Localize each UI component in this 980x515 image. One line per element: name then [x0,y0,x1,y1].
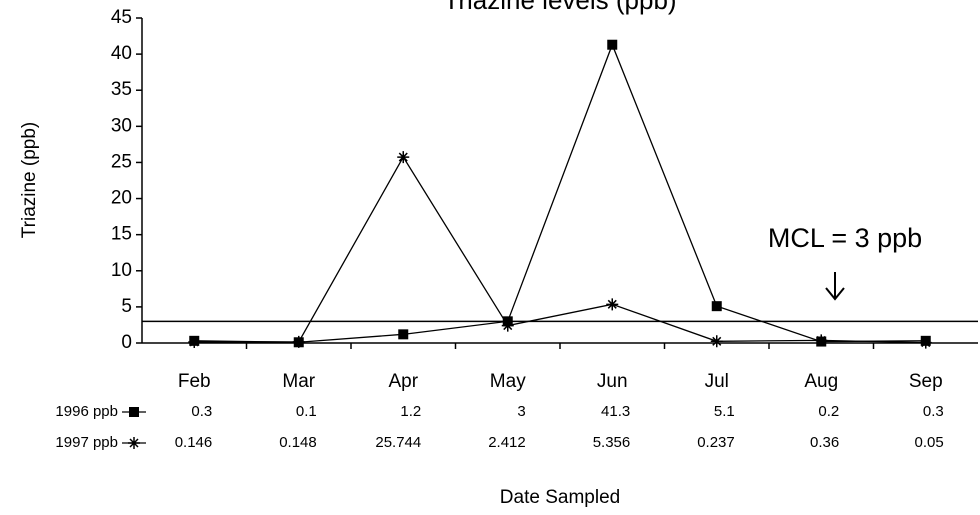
y-tick-label: 40 [111,43,132,64]
marker-star-shape [815,334,828,347]
y-tick-label: 30 [111,115,132,136]
marker-star-shape [919,336,932,349]
marker-star [292,335,305,348]
marker-star-shape [710,335,723,348]
marker-star [501,319,514,332]
y-tick-label: 25 [111,151,132,172]
x-axis-label: Date Sampled [500,487,620,508]
table-value: 0.237 [697,434,735,451]
reference-label: MCL = 3 ppb [768,223,922,253]
x-tick-label: Aug [804,371,838,392]
x-tick-label: Jul [705,371,729,392]
table-value: 41.3 [601,403,630,420]
y-tick-label: 35 [111,79,132,100]
reference-arrow [825,272,845,301]
marker-star [188,335,201,348]
table-value: 0.148 [279,434,317,451]
y-tick-label: 45 [111,7,132,28]
marker-star [397,151,410,164]
table-value: 5.1 [714,403,735,420]
y-tick-label: 15 [111,224,132,245]
y-tick-label: 10 [111,260,132,281]
marker-star [815,334,828,347]
marker-star [919,336,932,349]
series-line [194,155,926,344]
y-tick-label: 20 [111,188,132,209]
marker-star [606,298,619,311]
x-tick-label: Mar [282,371,315,392]
x-tick-label: May [490,371,526,392]
marker-square [398,329,409,340]
x-tick-label: Apr [388,371,418,392]
marker-star-shape [128,437,140,449]
table-value: 0.36 [810,434,839,451]
chart-title: Triazine levels (ppb) [443,0,676,15]
table-value: 1.2 [400,403,421,420]
y-axis-label: Triazine (ppb) [19,122,40,239]
table-value: 2.412 [488,434,526,451]
legend-label: 1997 ppb [55,434,118,451]
legend-label: 1996 ppb [55,403,118,420]
marker-star-shape [292,335,305,348]
x-tick-label: Feb [178,371,211,392]
marker-square [607,39,618,50]
y-tick-label: 0 [121,332,132,353]
marker-square [711,301,722,312]
table-value: 25.744 [375,434,421,451]
marker-star-shape [188,335,201,348]
table-value: 0.2 [818,403,839,420]
marker-star-shape [397,151,410,164]
table-value: 5.356 [593,434,631,451]
table-value: 0.3 [191,403,212,420]
marker-star-shape [501,319,514,332]
x-tick-label: Jun [597,371,628,392]
table-value: 3 [517,403,525,420]
table-value: 0.146 [175,434,213,451]
marker-star [710,335,723,348]
table-value: 0.1 [296,403,317,420]
series-line [194,42,926,343]
marker-star-shape [606,298,619,311]
y-tick-label: 5 [121,296,132,317]
table-value: 0.05 [915,434,944,451]
table-value: 0.3 [923,403,944,420]
marker-square [129,407,139,417]
marker-star [128,437,140,449]
x-tick-label: Sep [909,371,943,392]
